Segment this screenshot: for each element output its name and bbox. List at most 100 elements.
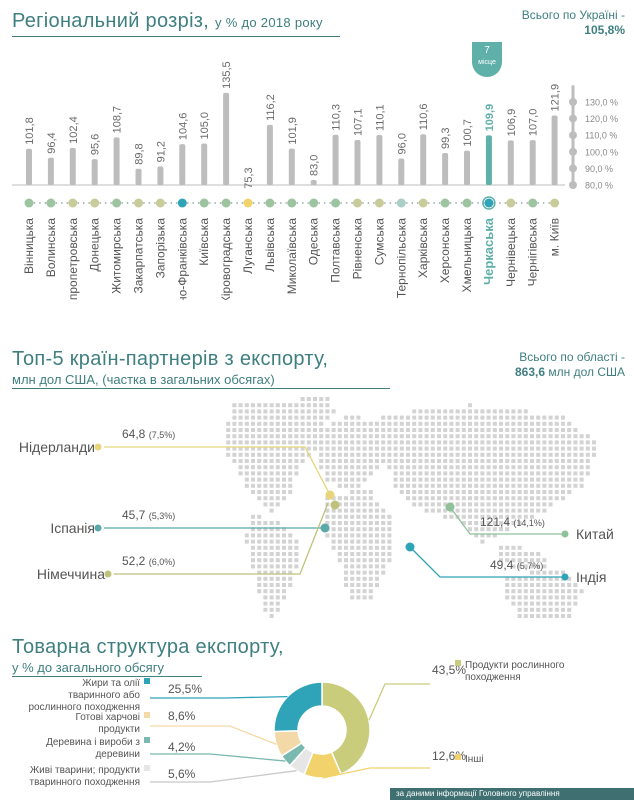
- map-dot: [511, 589, 516, 594]
- map-dot: [257, 471, 262, 476]
- map-dot: [375, 539, 379, 544]
- map-dot: [542, 583, 547, 587]
- map-dot: [530, 614, 534, 618]
- map-dot: [474, 490, 479, 494]
- map-dot: [443, 483, 448, 488]
- map-dot: [251, 552, 255, 556]
- map-dot: [399, 452, 404, 457]
- donut-leader-line: [368, 683, 430, 721]
- map-dot: [337, 527, 342, 532]
- donut-slices: [273, 681, 371, 779]
- map-dot: [461, 428, 466, 432]
- map-dot: [437, 446, 441, 451]
- map-dot: [486, 415, 491, 420]
- map-dot: [368, 527, 373, 532]
- map-dot: [344, 446, 348, 451]
- map-dot: [251, 558, 255, 563]
- map-dot: [585, 471, 590, 476]
- map-dot: [269, 403, 274, 408]
- map-dot: [275, 471, 280, 476]
- region-dot: [265, 198, 275, 208]
- donut-category-label: Живі тварини; продукти тваринного походже…: [29, 765, 140, 788]
- map-dot: [499, 521, 503, 525]
- map-dot: [561, 428, 565, 432]
- map-dot: [455, 415, 460, 420]
- map-dot: [474, 514, 479, 519]
- map-dot: [275, 415, 280, 420]
- map-dot: [381, 428, 386, 432]
- map-dot: [455, 496, 460, 501]
- map-dot: [399, 428, 404, 432]
- dot-separator: [164, 202, 167, 204]
- map-dot: [554, 465, 559, 470]
- map-dot: [288, 452, 293, 457]
- map-dot: [251, 459, 255, 463]
- map-dot: [449, 483, 454, 488]
- donut-legend-swatch: [144, 678, 150, 684]
- map-dot: [362, 589, 367, 594]
- map-dot: [288, 471, 293, 476]
- map-dot: [362, 459, 367, 463]
- axis-tick-label: 100,0 %: [585, 147, 618, 157]
- map-dot: [424, 421, 429, 426]
- map-dot: [567, 490, 572, 494]
- map-dot: [511, 576, 516, 581]
- region-label: Чернігівська: [526, 218, 540, 287]
- region-total-value: 863,6: [514, 365, 546, 379]
- map-dot: [424, 496, 429, 501]
- region-dot: [528, 198, 538, 208]
- map-dot: [548, 570, 553, 575]
- map-dot: [368, 459, 373, 463]
- map-dot: [263, 527, 268, 532]
- map-dot: [430, 496, 435, 501]
- map-dot: [263, 459, 268, 463]
- map-dot: [474, 452, 479, 457]
- map-dot: [561, 446, 565, 451]
- map-dot: [275, 558, 280, 563]
- donut-category-label: Продукти рослинного походження: [465, 660, 565, 683]
- map-dot: [542, 471, 547, 476]
- map-dot: [455, 440, 460, 445]
- map-dot: [375, 576, 379, 581]
- donut-slice: [273, 681, 323, 733]
- map-dot: [294, 545, 299, 550]
- map-dot: [387, 465, 392, 470]
- map-dot: [368, 496, 373, 501]
- donut-category-line: Готові харчові: [75, 712, 140, 723]
- map-dot: [579, 477, 584, 482]
- map-dot: [530, 558, 534, 563]
- map-dot: [393, 452, 398, 457]
- ukraine-total-label: Всього по Україні -: [521, 8, 625, 22]
- dot-separator: [537, 202, 540, 204]
- map-dot: [257, 465, 262, 470]
- map-dot: [455, 409, 460, 414]
- map-dot: [350, 415, 355, 420]
- map-dot: [294, 452, 299, 457]
- map-dot: [461, 471, 466, 476]
- dot-separator: [99, 202, 102, 204]
- map-dot: [542, 508, 547, 513]
- map-dot: [468, 465, 472, 470]
- map-dot: [412, 471, 417, 476]
- bar-value-label: 135,5: [221, 61, 233, 89]
- map-dot: [443, 409, 448, 414]
- map-dot: [337, 533, 342, 538]
- map-dot: [517, 421, 522, 426]
- map-dot: [337, 508, 342, 513]
- dot-separator: [88, 202, 91, 204]
- axis-tick-dot: [569, 114, 577, 123]
- map-dot: [356, 421, 361, 426]
- map-dot: [418, 465, 423, 470]
- map-dot: [486, 508, 491, 513]
- map-dot: [350, 583, 355, 587]
- map-dot: [505, 583, 510, 587]
- map-dot: [350, 508, 355, 513]
- map-dot: [350, 471, 355, 476]
- map-dot: [530, 564, 534, 569]
- map-dot: [257, 421, 262, 426]
- map-dot: [257, 514, 262, 519]
- map-dot: [505, 595, 510, 600]
- map-dot: [474, 483, 479, 488]
- map-dot: [368, 514, 373, 519]
- map-dot: [561, 440, 565, 445]
